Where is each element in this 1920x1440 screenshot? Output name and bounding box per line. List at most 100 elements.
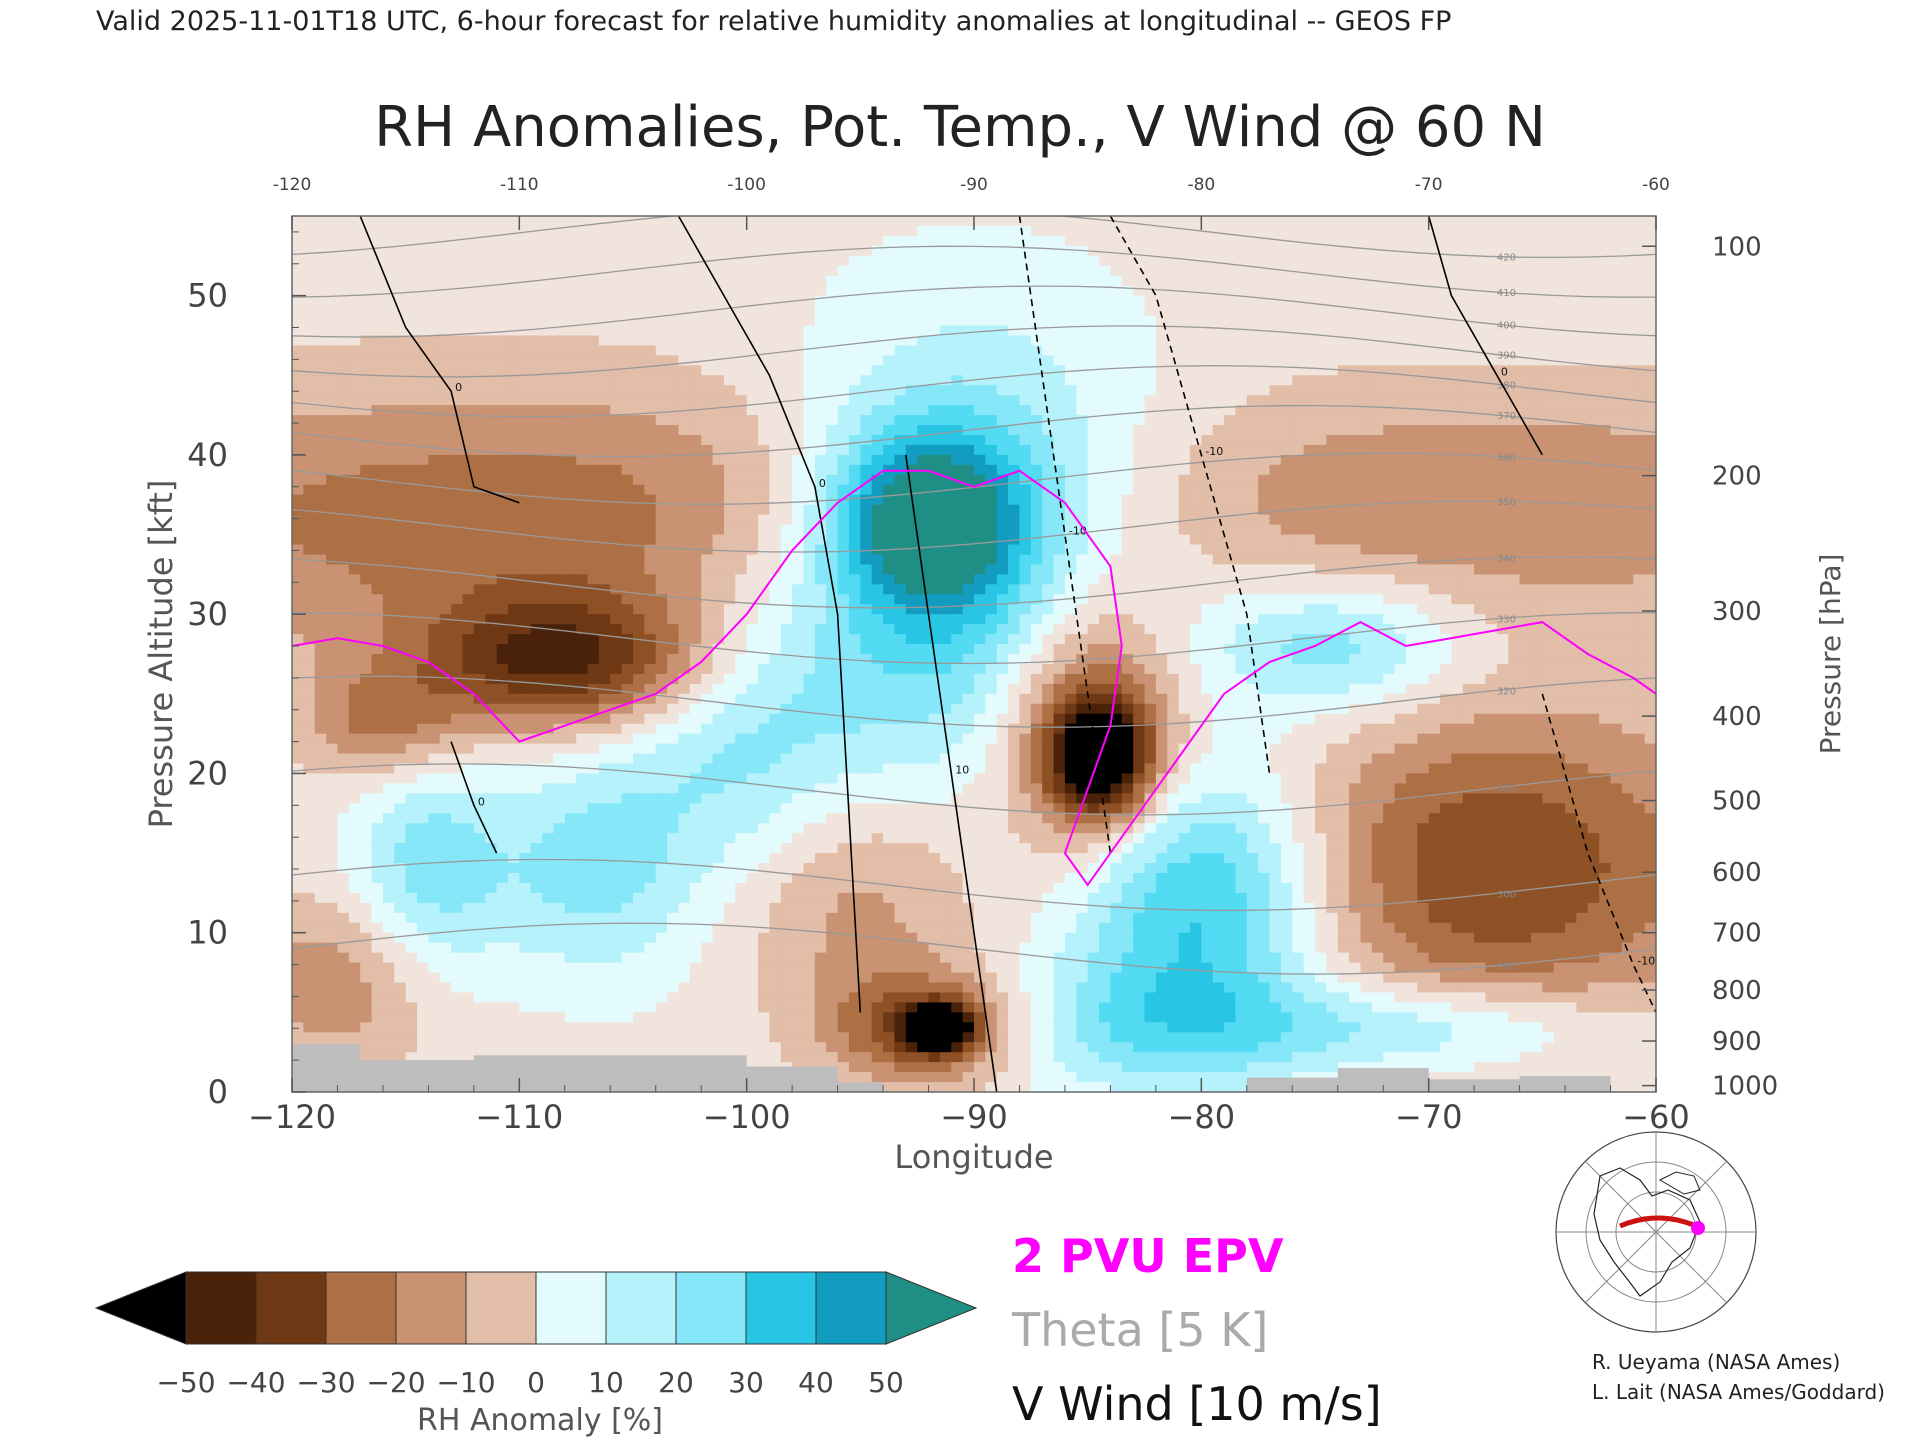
heatmap-cell xyxy=(905,1052,918,1063)
heatmap-cell xyxy=(417,454,429,466)
heatmap-cell xyxy=(485,693,498,705)
heatmap-cell xyxy=(598,942,611,954)
heatmap-cell xyxy=(712,892,725,904)
heatmap-cell xyxy=(928,803,941,814)
heatmap-cell xyxy=(633,823,645,834)
heatmap-cell xyxy=(621,454,634,466)
heatmap-cell xyxy=(792,833,805,844)
heatmap-cell xyxy=(917,435,930,446)
heatmap-cell xyxy=(587,843,600,854)
heatmap-cell xyxy=(576,932,589,944)
heatmap-cell xyxy=(360,823,373,834)
heatmap-cell xyxy=(837,375,850,386)
heatmap-cell xyxy=(837,634,850,645)
heatmap-cell xyxy=(735,345,748,356)
heatmap-cell xyxy=(542,853,555,864)
heatmap-cell xyxy=(439,942,452,954)
heatmap-cell xyxy=(553,902,566,914)
heatmap-cell xyxy=(553,773,566,784)
heatmap-cell xyxy=(610,644,623,655)
heatmap-cell xyxy=(792,494,805,506)
heatmap-cell xyxy=(803,245,816,257)
heatmap-cell xyxy=(689,534,702,546)
heatmap-cell xyxy=(848,663,861,675)
heatmap-cell xyxy=(394,793,407,804)
heatmap-cell xyxy=(644,654,657,665)
heatmap-cell xyxy=(712,663,725,675)
heatmap-cell xyxy=(928,435,941,446)
heatmap-cell xyxy=(883,225,896,237)
heatmap-cell xyxy=(394,504,407,516)
heatmap-cell xyxy=(394,952,407,964)
heatmap-cell xyxy=(496,255,509,267)
heatmap-cell xyxy=(917,873,930,884)
heatmap-cell xyxy=(496,265,509,277)
heatmap-cell xyxy=(326,275,339,287)
heatmap-cell xyxy=(348,932,361,944)
heatmap-cell xyxy=(758,305,770,317)
heatmap-cell xyxy=(314,902,327,914)
heatmap-cell xyxy=(292,952,304,964)
heatmap-cell xyxy=(348,833,361,844)
heatmap-cell xyxy=(598,1032,611,1043)
heatmap-cell xyxy=(405,614,418,625)
heatmap-cell xyxy=(758,265,770,277)
heatmap-cell xyxy=(894,952,907,964)
heatmap-cell xyxy=(462,464,475,476)
heatmap-cell xyxy=(837,295,850,307)
heatmap-cell xyxy=(337,753,350,765)
heatmap-cell xyxy=(792,873,805,884)
heatmap-cell xyxy=(564,415,577,426)
heatmap-cell xyxy=(780,703,793,715)
heatmap-cell xyxy=(803,365,816,376)
heatmap-cell xyxy=(871,1002,884,1013)
heatmap-cell xyxy=(564,315,577,327)
heatmap-cell xyxy=(667,464,680,476)
heatmap-cell xyxy=(667,295,680,307)
heatmap-cell xyxy=(803,494,816,506)
heatmap-cell xyxy=(621,584,634,595)
heatmap-cell xyxy=(860,902,873,914)
heatmap-cell xyxy=(860,783,873,794)
heatmap-cell xyxy=(496,245,509,257)
heatmap-cell xyxy=(417,245,429,257)
heatmap-cell xyxy=(292,454,304,466)
heatmap-cell xyxy=(905,753,918,765)
heatmap-cell xyxy=(405,713,418,725)
heatmap-cell xyxy=(917,1072,930,1083)
heatmap-cell xyxy=(848,584,861,595)
heatmap-cell xyxy=(530,1032,543,1043)
heatmap-cell xyxy=(485,723,498,735)
heatmap-cell xyxy=(894,216,907,227)
heatmap-cell xyxy=(871,773,884,784)
heatmap-cell xyxy=(439,405,452,416)
heatmap-cell xyxy=(337,514,350,526)
heatmap-cell xyxy=(326,345,339,356)
heatmap-cell xyxy=(667,962,680,974)
heatmap-cell xyxy=(598,415,611,426)
heatmap-cell xyxy=(758,325,770,337)
heatmap-cell xyxy=(417,584,429,595)
heatmap-cell xyxy=(610,634,623,645)
heatmap-cell xyxy=(428,514,441,526)
heatmap-cell xyxy=(348,235,361,247)
heatmap-cell xyxy=(519,972,532,984)
heatmap-cell xyxy=(905,216,918,227)
heatmap-cell xyxy=(814,255,827,267)
heatmap-cell xyxy=(405,484,418,496)
heatmap-cell xyxy=(712,833,725,844)
heatmap-cell xyxy=(655,1032,668,1043)
heatmap-cell xyxy=(644,245,657,257)
heatmap-cell xyxy=(917,683,930,695)
heatmap-cell xyxy=(553,235,566,247)
heatmap-cell xyxy=(417,385,429,396)
heatmap-cell xyxy=(837,574,850,585)
heatmap-cell xyxy=(814,275,827,287)
heatmap-cell xyxy=(507,992,520,1003)
heatmap-cell xyxy=(689,733,702,745)
heatmap-cell xyxy=(326,833,339,844)
heatmap-cell xyxy=(871,912,884,924)
heatmap-cell xyxy=(451,524,464,536)
heatmap-cell xyxy=(292,654,304,665)
heatmap-cell xyxy=(405,285,418,297)
